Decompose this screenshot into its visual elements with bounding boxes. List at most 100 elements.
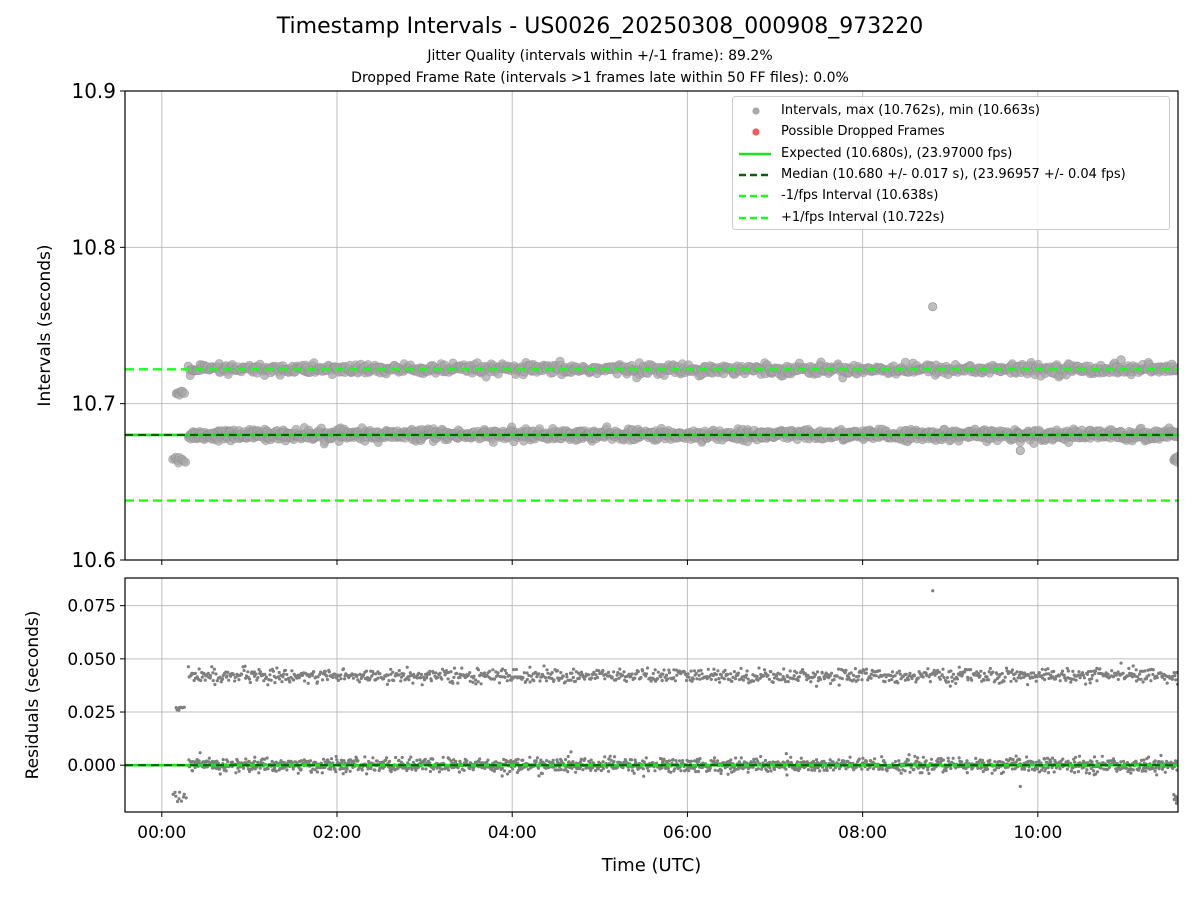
outlier-point bbox=[928, 302, 938, 312]
data-point bbox=[477, 760, 481, 764]
data-point bbox=[329, 757, 334, 761]
data-point bbox=[601, 760, 605, 764]
data-point bbox=[545, 759, 549, 763]
data-point bbox=[947, 759, 951, 763]
data-point bbox=[609, 758, 613, 763]
data-point bbox=[521, 758, 525, 762]
data-point bbox=[1061, 757, 1065, 761]
data-point bbox=[385, 682, 389, 687]
data-point bbox=[491, 668, 495, 672]
data-point bbox=[221, 758, 225, 762]
data-point bbox=[908, 770, 912, 774]
data-point bbox=[772, 767, 777, 772]
data-point bbox=[662, 757, 666, 761]
data-point bbox=[806, 768, 811, 772]
data-point bbox=[511, 668, 516, 672]
data-point bbox=[537, 672, 541, 676]
data-point bbox=[719, 768, 724, 773]
data-point bbox=[624, 759, 628, 763]
data-point bbox=[336, 678, 340, 683]
data-point bbox=[595, 675, 600, 680]
data-point bbox=[1159, 753, 1163, 758]
data-point bbox=[197, 759, 201, 763]
data-point bbox=[844, 767, 848, 771]
data-point bbox=[642, 774, 646, 778]
data-point bbox=[596, 767, 600, 771]
data-point bbox=[936, 757, 940, 761]
data-point bbox=[594, 673, 598, 677]
data-point bbox=[419, 676, 423, 680]
data-point bbox=[492, 769, 496, 773]
data-point bbox=[339, 758, 343, 762]
data-point bbox=[674, 759, 678, 763]
data-point bbox=[557, 768, 561, 772]
data-point bbox=[1146, 755, 1151, 759]
data-point bbox=[1092, 755, 1097, 759]
data-point bbox=[538, 679, 542, 683]
data-point bbox=[689, 759, 694, 763]
data-point bbox=[871, 767, 876, 771]
data-point bbox=[1025, 755, 1029, 759]
data-point bbox=[247, 759, 251, 764]
data-point bbox=[223, 765, 227, 770]
data-point bbox=[224, 769, 228, 773]
data-point bbox=[199, 678, 203, 683]
data-point bbox=[822, 759, 826, 763]
data-point bbox=[603, 755, 607, 759]
data-point bbox=[325, 674, 329, 678]
data-point bbox=[644, 756, 648, 760]
data-point bbox=[488, 669, 492, 673]
data-point bbox=[191, 769, 195, 773]
data-point bbox=[698, 757, 702, 761]
data-point bbox=[207, 756, 211, 760]
data-point bbox=[458, 759, 462, 764]
data-point bbox=[343, 677, 347, 681]
data-point bbox=[203, 678, 207, 682]
data-point bbox=[677, 759, 682, 763]
data-point bbox=[508, 769, 512, 774]
data-point bbox=[334, 770, 338, 774]
data-point bbox=[328, 760, 332, 765]
data-point bbox=[1153, 769, 1157, 773]
data-point bbox=[342, 766, 346, 771]
data-point bbox=[587, 673, 591, 677]
data-point bbox=[277, 670, 281, 675]
data-point bbox=[1138, 766, 1142, 770]
data-point bbox=[1027, 768, 1031, 773]
data-point bbox=[590, 676, 594, 680]
data-point bbox=[212, 667, 216, 671]
data-point bbox=[960, 760, 964, 764]
data-point bbox=[696, 769, 701, 774]
data-point bbox=[750, 760, 754, 765]
data-point bbox=[397, 669, 401, 673]
top-y-axis-label: Intervals (seconds) bbox=[35, 244, 55, 406]
data-point bbox=[407, 758, 411, 762]
data-point bbox=[500, 667, 505, 671]
data-point bbox=[229, 674, 233, 678]
data-point bbox=[452, 675, 456, 680]
data-point bbox=[581, 768, 585, 772]
data-point bbox=[1011, 758, 1015, 762]
data-point bbox=[236, 760, 240, 764]
data-point bbox=[247, 677, 252, 681]
chart-subtitle-dropped: Dropped Frame Rate (intervals >1 frames … bbox=[351, 70, 849, 86]
data-point bbox=[684, 768, 688, 772]
data-point bbox=[345, 767, 349, 771]
data-point bbox=[573, 679, 578, 683]
data-point bbox=[726, 772, 730, 776]
bottom-points bbox=[171, 589, 1178, 805]
data-point bbox=[798, 767, 802, 771]
data-point bbox=[396, 766, 400, 770]
data-point bbox=[352, 759, 356, 763]
data-point bbox=[468, 671, 472, 675]
data-point bbox=[603, 677, 607, 681]
data-point bbox=[333, 672, 337, 676]
data-point bbox=[234, 771, 238, 775]
data-point bbox=[389, 667, 393, 671]
data-point bbox=[344, 770, 348, 774]
data-point bbox=[340, 761, 344, 765]
data-point bbox=[258, 670, 262, 674]
data-point bbox=[299, 759, 303, 763]
data-point bbox=[976, 766, 980, 771]
